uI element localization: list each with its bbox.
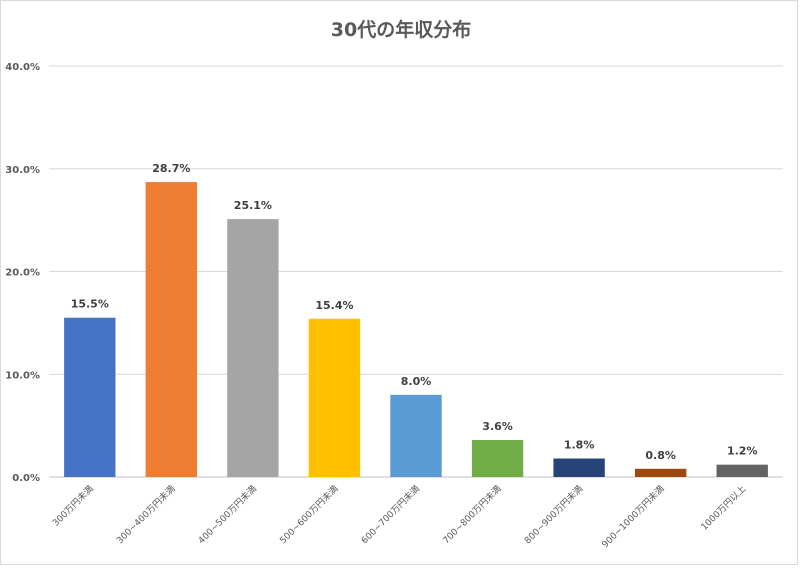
bar (390, 394, 442, 477)
data-label: 0.8% (645, 449, 676, 462)
bar (471, 440, 524, 477)
data-label: 15.4% (315, 299, 353, 312)
data-label: 25.1% (234, 199, 272, 212)
x-tick-label: 600~700万円未満 (359, 483, 423, 547)
y-tick-label: 0.0% (12, 473, 40, 484)
y-axis-ticks: 0.0% 10.0% 20.0% 30.0% 40.0% (5, 62, 40, 484)
bar (716, 464, 768, 477)
bar (634, 468, 687, 477)
y-tick-label: 40.0% (5, 62, 40, 73)
bars (64, 182, 768, 478)
data-label: 28.7% (152, 162, 190, 175)
bar (145, 182, 198, 478)
x-tick-label: 900~1000万円未満 (599, 483, 667, 551)
x-tick-label: 700~800万円未満 (440, 483, 504, 547)
data-label: 1.2% (727, 445, 758, 458)
x-tick-label: 400~500万円未満 (195, 483, 259, 547)
x-tick-label: 300万円未満 (50, 483, 96, 529)
y-tick-label: 20.0% (5, 268, 40, 279)
x-axis-ticks: 300万円未満 300~400万円未満 400~500万円未満 500~600万円未満… (50, 483, 749, 551)
data-label: 1.8% (564, 439, 595, 452)
x-tick-label: 300~400万円未満 (114, 483, 178, 547)
y-tick-label: 30.0% (5, 165, 40, 176)
x-tick-label: 800~900万円未満 (522, 483, 586, 547)
bar (308, 318, 361, 477)
data-label: 15.5% (71, 298, 109, 311)
chart-title: 30代の年収分布 (330, 19, 472, 41)
bar (64, 317, 116, 477)
bar (227, 219, 279, 477)
x-tick-label: 1000万円以上 (699, 483, 748, 532)
data-label: 8.0% (401, 375, 432, 388)
y-tick-label: 10.0% (5, 370, 40, 381)
x-tick-label: 500~600万円未満 (277, 483, 341, 547)
data-labels: 15.5% 28.7% 25.1% 15.4% 8.0% 3.6% 1.8% 0.8% 1.2% (71, 162, 758, 462)
bar (553, 458, 605, 477)
data-label: 3.6% (482, 420, 513, 433)
